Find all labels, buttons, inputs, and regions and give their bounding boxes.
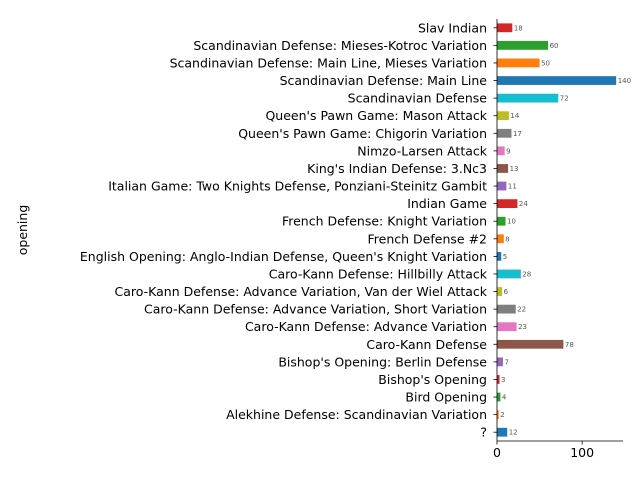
bar-value-label: 4 bbox=[502, 394, 507, 402]
x-tick-label: 100 bbox=[570, 445, 594, 460]
category-label: Scandinavian Defense bbox=[348, 91, 488, 106]
bar bbox=[497, 164, 509, 173]
bar-value-label: 78 bbox=[565, 341, 574, 349]
bar bbox=[497, 40, 549, 50]
bar bbox=[497, 111, 509, 121]
bar-value-label: 18 bbox=[514, 24, 523, 32]
bar bbox=[497, 304, 516, 314]
bar-value-label: 24 bbox=[519, 200, 528, 208]
category-label: Scandinavian Defense: Mieses-Kotroc Vari… bbox=[193, 38, 487, 53]
category-label: Scandinavian Defense: Main Line, Mieses … bbox=[170, 55, 487, 70]
bar-value-label: 12 bbox=[509, 429, 518, 437]
category-label: Alekhine Defense: Scandinavian Variation bbox=[226, 407, 487, 422]
bar-value-label: 11 bbox=[508, 183, 517, 191]
bar-value-label: 3 bbox=[501, 376, 505, 384]
bar-value-label: 5 bbox=[503, 253, 507, 261]
bar-value-label: 13 bbox=[510, 165, 519, 173]
category-labels: ? Alekhine Defense: Scandinavian Variatio… bbox=[80, 20, 488, 439]
axes bbox=[493, 19, 623, 442]
category-label: Queen's Pawn Game: Mason Attack bbox=[265, 108, 487, 123]
value-labels: 1224377823226285810241113917147214050601… bbox=[500, 24, 631, 436]
bar bbox=[497, 427, 508, 437]
bar-value-label: 50 bbox=[541, 59, 550, 67]
bar bbox=[497, 146, 505, 156]
bar bbox=[497, 410, 499, 420]
bar bbox=[497, 216, 506, 226]
bars bbox=[497, 23, 617, 437]
bar bbox=[497, 269, 521, 279]
category-label: Caro-Kann Defense: Advance Variation, Va… bbox=[115, 284, 488, 299]
bar-value-label: 8 bbox=[505, 235, 509, 243]
category-label: Caro-Kann Defense bbox=[366, 337, 487, 352]
bar bbox=[497, 181, 507, 191]
category-label: Bishop's Opening: Berlin Defense bbox=[278, 354, 487, 369]
bar bbox=[497, 322, 517, 332]
category-label: Bird Opening bbox=[405, 390, 487, 405]
bar-value-label: 10 bbox=[507, 218, 516, 226]
bar bbox=[497, 128, 512, 138]
category-label: Slav Indian bbox=[418, 20, 487, 35]
y-axis-title: opening bbox=[15, 205, 30, 256]
bar-value-label: 23 bbox=[518, 323, 527, 331]
bar-value-label: 9 bbox=[506, 147, 510, 155]
category-label: Queen's Pawn Game: Chigorin Variation bbox=[238, 126, 487, 141]
x-tick-label: 0 bbox=[493, 445, 501, 460]
bar bbox=[497, 58, 540, 68]
x-ticks: 0 100 bbox=[493, 441, 594, 460]
bar bbox=[497, 23, 513, 33]
bar-value-label: 72 bbox=[560, 95, 569, 103]
category-label: Nimzo-Larsen Attack bbox=[357, 143, 487, 158]
bar-value-label: 17 bbox=[513, 130, 522, 138]
category-label: King's Indian Defense: 3.Nc3 bbox=[307, 161, 487, 176]
category-label: Caro-Kann Defense: Hillbilly Attack bbox=[269, 266, 488, 281]
bar bbox=[497, 392, 501, 402]
bar-value-label: 140 bbox=[618, 77, 631, 85]
bar-value-label: 14 bbox=[510, 112, 519, 120]
category-label: French Defense: Knight Variation bbox=[282, 214, 487, 229]
category-label: Scandinavian Defense: Main Line bbox=[280, 73, 488, 88]
category-label: Caro-Kann Defense: Advance Variation bbox=[245, 319, 487, 334]
category-label: Italian Game: Two Knights Defense, Ponzi… bbox=[108, 179, 487, 194]
bar bbox=[497, 287, 503, 296]
bar-value-label: 22 bbox=[517, 306, 526, 314]
bar bbox=[497, 375, 500, 384]
bar-value-label: 6 bbox=[504, 288, 509, 296]
category-label: Bishop's Opening bbox=[378, 372, 487, 387]
bar bbox=[497, 251, 502, 261]
bar-value-label: 60 bbox=[550, 42, 559, 50]
bar bbox=[497, 76, 617, 85]
category-label: Caro-Kann Defense: Advance Variation, Sh… bbox=[144, 302, 487, 317]
bar bbox=[497, 234, 504, 244]
bar bbox=[497, 93, 559, 103]
category-label: English Opening: Anglo-Indian Defense, Q… bbox=[80, 249, 487, 264]
bar-value-label: 2 bbox=[500, 411, 504, 419]
bar bbox=[497, 357, 503, 367]
category-label: ? bbox=[480, 425, 487, 440]
category-label: French Defense #2 bbox=[368, 231, 487, 246]
bar-value-label: 28 bbox=[522, 270, 531, 278]
bar bbox=[497, 339, 564, 349]
bar-value-label: 7 bbox=[504, 358, 508, 366]
category-label: Indian Game bbox=[407, 196, 487, 211]
bar bbox=[497, 199, 518, 209]
